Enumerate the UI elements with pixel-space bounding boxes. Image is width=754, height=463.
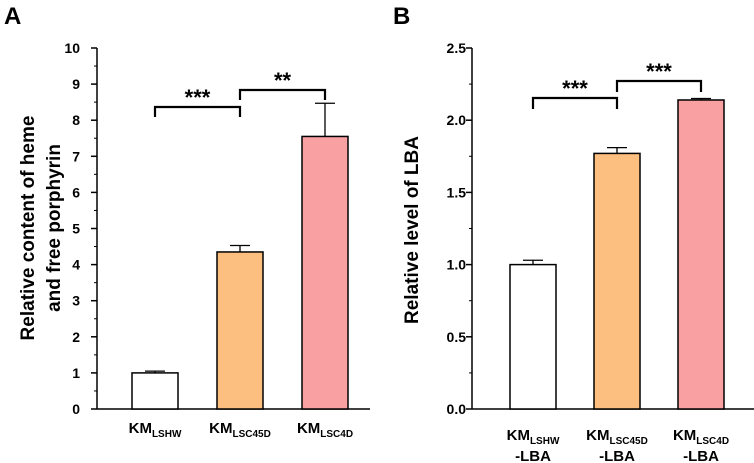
panel-a-chart: 0 1 2 3 4 5 6 7 8 9 10 Relative content of heme and … xyxy=(18,40,370,440)
y-tick-label: 7 xyxy=(72,148,80,164)
category-subscript: LSHW xyxy=(530,436,560,447)
category-main: KM xyxy=(507,427,530,444)
y-tick-label: 1 xyxy=(72,365,80,381)
y-tick-label: 0.0 xyxy=(447,401,467,417)
x-category-label: KMLSHW xyxy=(507,427,560,447)
y-tick-label: 2.0 xyxy=(447,112,467,128)
x-category-label: KMLSC45D xyxy=(586,427,648,447)
significance-stars: *** xyxy=(646,59,672,84)
x-category-label: KMLSC4D xyxy=(673,427,729,447)
y-tick-label: 6 xyxy=(72,184,80,200)
category-main: KM xyxy=(209,420,232,437)
y-tick-label: 10 xyxy=(64,40,80,56)
significance-stars: *** xyxy=(185,85,211,110)
significance-stars: ** xyxy=(274,68,292,93)
y-tick-label: 5 xyxy=(72,221,80,237)
y-tick-label: 4 xyxy=(72,257,80,273)
y-axis-label: Relative content of heme xyxy=(18,116,39,341)
category-subscript: LSC4D xyxy=(696,436,729,447)
x-category-label: KMLSC45D xyxy=(209,420,271,440)
category-main: KM xyxy=(673,427,696,444)
panel-b-letter: B xyxy=(393,3,410,30)
x-category-label-line2: -LBA xyxy=(599,448,635,463)
significance-stars: *** xyxy=(562,76,588,101)
y-axis-label: Relative level of LBA xyxy=(402,136,423,324)
y-tick-label: 3 xyxy=(72,293,80,309)
panel-b-chart: 0.0 0.5 1.0 1.5 2.0 2.5 Relative level of LBA K… xyxy=(402,40,754,463)
significance-bracket xyxy=(153,105,242,117)
y-tick-label: 1.5 xyxy=(447,184,467,200)
significance-bracket xyxy=(238,88,327,100)
category-main: KM xyxy=(129,420,152,437)
bar xyxy=(131,372,179,410)
bar xyxy=(509,263,557,410)
significance-bracket xyxy=(615,79,703,92)
x-category-label-line2: -LBA xyxy=(683,448,719,463)
category-main: KM xyxy=(586,427,609,444)
bar xyxy=(216,251,264,410)
y-tick-label: 9 xyxy=(72,76,80,92)
y-tick-label: 0 xyxy=(72,401,80,417)
category-subscript: LSHW xyxy=(152,429,182,440)
x-category-label: KMLSHW xyxy=(129,420,182,440)
x-category-label: KMLSC4D xyxy=(297,420,353,440)
category-subscript: LSC45D xyxy=(232,429,270,440)
category-subscript: LSC45D xyxy=(609,436,647,447)
category-subscript: LSC4D xyxy=(320,429,353,440)
significance-bracket xyxy=(531,96,619,109)
y-tick-label: 2.5 xyxy=(447,40,467,56)
y-axis-label-line2: and free porphyrin xyxy=(44,144,65,312)
panel-a-letter: A xyxy=(4,3,21,30)
y-tick-label: 8 xyxy=(72,112,80,128)
y-tick-label: 2 xyxy=(72,329,80,345)
x-category-label-line2: -LBA xyxy=(515,448,551,463)
y-tick-label: 1.0 xyxy=(447,257,467,273)
category-main: KM xyxy=(297,420,320,437)
bar xyxy=(301,135,349,410)
y-tick-label: 0.5 xyxy=(447,329,467,345)
bar xyxy=(677,99,725,410)
bar xyxy=(593,152,641,410)
